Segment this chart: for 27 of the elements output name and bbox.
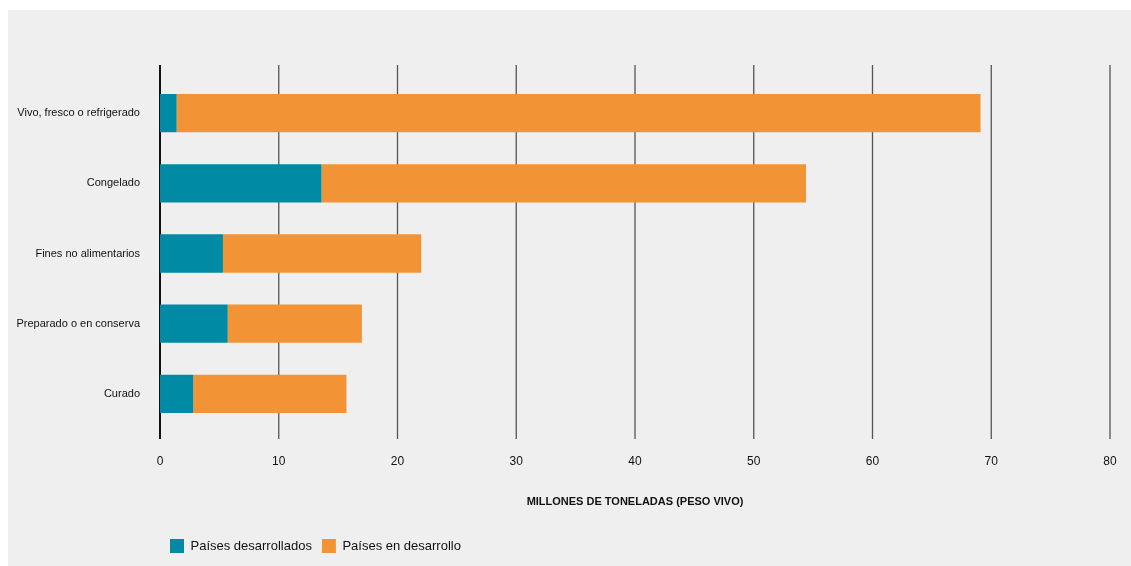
bar [160,234,223,273]
bar [160,164,322,203]
y-tick-label: Curado [103,386,140,399]
x-tick-label: 50 [747,453,761,468]
bar [160,374,194,414]
bar [176,93,981,133]
bar [160,304,228,343]
legend-label: Países desarrollados [190,537,313,553]
bar [321,164,806,203]
bar [222,234,422,273]
y-tick-label: Vivo, fresco o refrigerado [17,106,140,119]
x-tick-label: 40 [628,453,642,468]
x-axis-title: MILLONES DE TONELADAS (PESO VIVO) [526,495,744,508]
x-tick-label: 60 [865,453,880,468]
bar [227,304,362,343]
y-tick-label: Fines no alimentarios [35,246,141,259]
x-tick-label: 20 [390,453,405,468]
bar [193,374,347,414]
y-tick-label: Preparado o en conserva [16,316,141,329]
bar [160,93,177,133]
legend-label: Países en desarrollo [342,537,461,553]
x-tick-label: 30 [509,453,524,468]
x-tick-label: 0 [156,453,164,468]
y-tick-label: Congelado [86,176,140,189]
x-tick-label: 10 [272,453,286,468]
x-tick-label: 80 [1103,453,1117,468]
x-tick-label: 70 [984,453,999,468]
